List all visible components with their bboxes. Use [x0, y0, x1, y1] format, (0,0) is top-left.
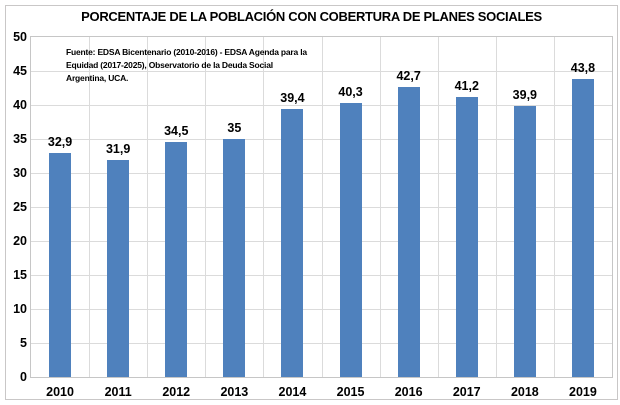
x-axis-category-label-2018: 2018: [510, 385, 539, 399]
x-axis-category-label-2012: 2012: [162, 385, 191, 399]
y-axis-tick-label: 35: [13, 131, 27, 146]
bar-value-label-2012: 34,5: [164, 124, 189, 139]
bar-2016: [397, 86, 420, 377]
y-axis-tick-label: 40: [13, 97, 27, 112]
bar-value-label-2010: 32,9: [47, 135, 73, 150]
y-axis-tick-label: 10: [13, 301, 27, 316]
plot-area: 0 5 10 15 20 25 30 35 40 45 50 32,9 2010 31,9 2011 34,5…: [13, 30, 613, 399]
bar-2013: [223, 139, 246, 377]
bar-2017: [455, 96, 478, 377]
y-axis-tick-label: 30: [13, 165, 27, 180]
source-note-line1: Fuente: EDSA Bicentenario (2010-2016) - …: [66, 47, 307, 57]
y-axis-tick-label: 5: [20, 335, 27, 350]
bar-value-label-2015: 40,3: [338, 84, 363, 99]
x-axis-category-label-2010: 2010: [46, 385, 74, 399]
x-gridline: [263, 37, 265, 377]
bar-value-label-2019: 43,8: [570, 61, 596, 76]
x-axis-category-label-2013: 2013: [220, 385, 249, 399]
bar-2012: [165, 142, 188, 377]
bar-value-label-2013: 35: [227, 121, 242, 135]
x-gridline: [321, 37, 323, 377]
x-gridline: [495, 37, 497, 377]
x-axis-category-label-2019: 2019: [569, 385, 597, 399]
y-axis-tick-label: 45: [13, 63, 27, 78]
bar-2010: [49, 153, 72, 377]
y-axis-tick-label: 0: [20, 369, 27, 384]
x-axis-category-label-2014: 2014: [278, 385, 307, 399]
bar-value-label-2011: 31,9: [105, 142, 131, 157]
bar-2018: [513, 105, 536, 377]
bar-2011: [107, 160, 130, 377]
bar-2014: [281, 109, 304, 377]
x-axis-category-label-2011: 2011: [104, 385, 132, 399]
x-gridline: [553, 37, 555, 377]
x-axis-category-label-2015: 2015: [336, 385, 365, 399]
bar-2015: [339, 102, 362, 377]
chart-title: PORCENTAJE DE LA POBLACIÓN CON COBERTURA…: [81, 9, 542, 24]
source-note-line2: Equidad (2017-2025), Observatorio de la …: [66, 60, 273, 70]
source-note-line3: Argentina, UCA.: [66, 73, 129, 83]
bar-value-label-2018: 39,9: [512, 87, 538, 102]
chart-frame: PORCENTAJE DE LA POBLACIÓN CON COBERTURA…: [5, 5, 618, 400]
bar-value-label-2014: 39,4: [280, 91, 305, 106]
bar-value-label-2016: 42,7: [396, 68, 421, 83]
bar-value-label-2017: 41,2: [454, 78, 479, 93]
x-gridline: [147, 37, 149, 377]
y-axis-tick-label: 50: [13, 29, 27, 44]
x-gridline: [379, 37, 381, 377]
x-axis-category-label-2016: 2016: [394, 385, 423, 399]
x-axis-category-label-2017: 2017: [452, 385, 481, 399]
x-gridline: [205, 37, 207, 377]
source-note: Fuente: EDSA Bicentenario (2010-2016) - …: [66, 46, 356, 85]
bar-2019: [571, 79, 594, 377]
y-axis-tick-label: 20: [13, 233, 27, 248]
x-gridline: [437, 37, 439, 377]
y-axis-tick-label: 25: [13, 199, 27, 214]
x-gridline: [89, 37, 91, 377]
y-axis-tick-label: 15: [13, 267, 27, 282]
